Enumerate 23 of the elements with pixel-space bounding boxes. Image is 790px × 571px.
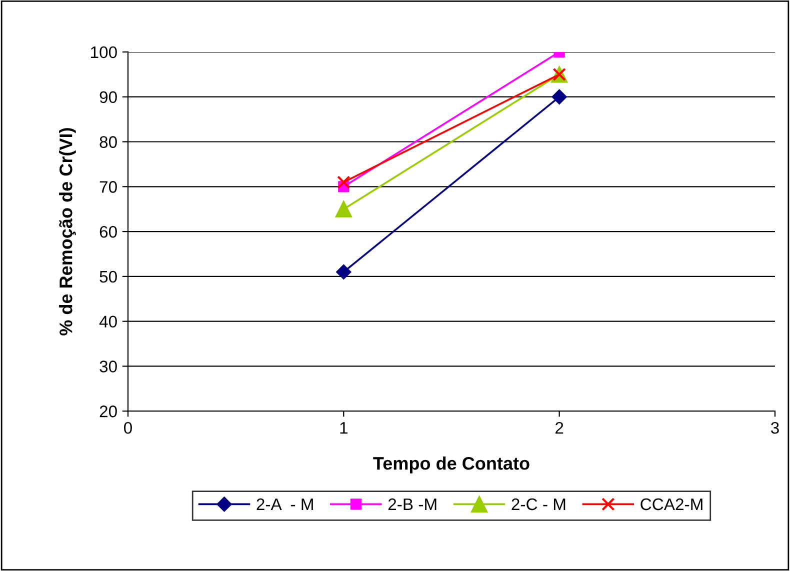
y-tick-label: 30 (100, 360, 117, 372)
x-tick-label: 3 (770, 422, 779, 434)
x-axis-title: Tempo de Contato (373, 456, 530, 474)
y-tick-label: 80 (100, 136, 117, 148)
y-tick-label: 70 (100, 181, 117, 193)
point (336, 264, 352, 280)
legend-label: 2-C - M (512, 498, 566, 510)
y-tick-label: 60 (100, 226, 117, 238)
legend-label: CCA2-M (640, 498, 702, 510)
legend-label: 2-B -M (388, 498, 436, 510)
y-tick-label: 20 (100, 406, 117, 418)
x-tick-label: 0 (124, 422, 132, 434)
x-tick-label: 1 (340, 422, 348, 434)
point (552, 89, 567, 104)
x-tick-label: 2 (556, 422, 564, 434)
legend-label: 2-A - M (256, 498, 313, 510)
y-axis-title: % de Remoção de Cr(VI) (59, 128, 76, 336)
y-tick-label: 90 (100, 91, 117, 104)
point (335, 200, 352, 218)
y-tick-label: 100 (91, 46, 117, 58)
y-tick-label: 40 (99, 316, 117, 328)
point (337, 176, 350, 189)
y-tick-label: 50 (100, 270, 117, 283)
